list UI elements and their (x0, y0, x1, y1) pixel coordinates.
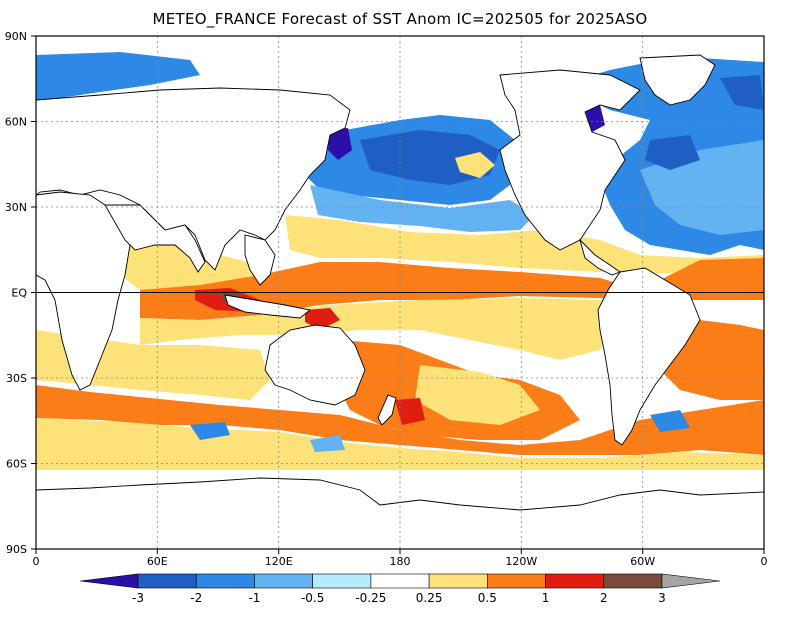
colorbar-label: -2 (190, 591, 202, 605)
new-zealand (377, 394, 397, 426)
colorbar-label: 0.25 (416, 591, 443, 605)
colorbar-high-extension (661, 573, 721, 589)
southeast-asia (244, 234, 276, 286)
southern-ocean-cold-patch (190, 422, 230, 440)
arctic-cold-region (36, 52, 200, 100)
colorbar-segment (137, 573, 197, 589)
greenland (639, 54, 716, 106)
colorbar-label: -1 (248, 591, 260, 605)
colorbar: -3 -2 -1 -0.5 -0.25 0.25 0.5 1 2 3 (79, 573, 721, 605)
colorbar-label: -3 (132, 591, 144, 605)
north-america-landmass (499, 69, 641, 251)
lon-label: 60W (630, 555, 655, 568)
arabia-india (104, 204, 206, 273)
colorbar-segment (603, 573, 663, 589)
longitude-labels: 0 60E 120E 180 120W 60W 0 (33, 555, 768, 568)
south-pacific-yellow (415, 365, 540, 425)
colorbar-low-extension (79, 573, 139, 589)
indonesia-islands (224, 294, 312, 319)
lat-label: 90N (5, 30, 27, 43)
colorbar-segment (487, 573, 546, 589)
lat-label: 30N (5, 201, 27, 214)
north-pacific-yellow-patch (455, 152, 495, 178)
lat-label: EQ (11, 287, 27, 300)
equatorial-warm-band (140, 258, 764, 320)
north-atlantic-deep-cold (645, 135, 700, 170)
south-atlantic-cold-eddy (650, 410, 690, 432)
lat-label: 60N (5, 116, 27, 129)
subtropical-north-warm-belt (285, 215, 764, 275)
tasman-hot (395, 398, 425, 425)
southern-ocean-cold-patch (310, 435, 345, 452)
colorbar-label: -0.25 (355, 591, 386, 605)
lon-label: 60E (147, 555, 168, 568)
lon-label: 180 (390, 555, 411, 568)
lon-label: 120W (505, 555, 537, 568)
colorbar-label: 1 (542, 591, 550, 605)
map-title: METEO_FRANCE Forecast of SST Anom IC=202… (152, 10, 648, 28)
lat-label: 90S (6, 543, 27, 556)
colorbar-segment (195, 573, 255, 589)
eurasia-landmass (36, 87, 351, 271)
colorbar-segment (312, 573, 372, 589)
okhotsk-very-cold (328, 128, 352, 160)
lon-label: 120E (265, 555, 293, 568)
central-america (579, 238, 621, 276)
colorbar-label: 3 (658, 591, 666, 605)
axis-ticks (31, 35, 765, 554)
colorbar-label: 0.5 (478, 591, 497, 605)
lat-label: 60S (6, 458, 27, 471)
colorbar-label: -0.5 (301, 591, 324, 605)
colorbar-label: 2 (600, 591, 608, 605)
land-masses (36, 54, 764, 549)
south-america-landmass (597, 267, 701, 446)
latitude-labels: 90N 60N 30N EQ 30S 60S 90S (5, 30, 28, 556)
equatorial-yellow-south (140, 298, 620, 360)
africa-landmass (36, 191, 131, 391)
lon-label: 0 (761, 555, 768, 568)
north-atlantic-deep-cold (720, 75, 764, 110)
colorbar-segment (370, 573, 430, 589)
colorbar-segment (545, 573, 605, 589)
antarctica-landmass (36, 477, 764, 549)
colorbar-segment (428, 573, 488, 589)
lat-label: 30S (6, 372, 27, 385)
north-pacific-light-cold (310, 185, 535, 232)
australia-north-warm (305, 308, 340, 330)
lon-label: 0 (33, 555, 40, 568)
colorbar-segment (254, 573, 313, 589)
australia-landmass (264, 324, 366, 406)
